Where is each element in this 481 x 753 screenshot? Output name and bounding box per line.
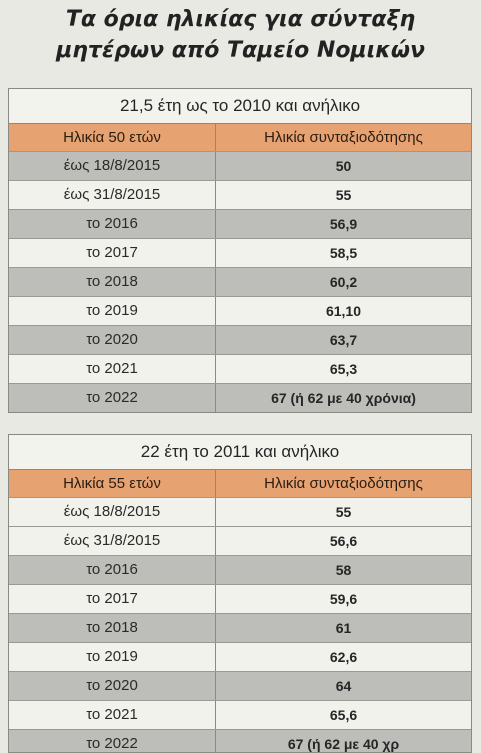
row-retirement-age: 56,6 <box>329 533 358 549</box>
row-retirement-age: 58 <box>335 562 352 578</box>
row-retirement-age: 50 <box>335 158 352 174</box>
row-period: έως 31/8/2015 <box>9 181 216 209</box>
row-retirement-age: 67 (ή 62 με 40 χρ <box>287 736 400 752</box>
row-period: το 2016 <box>9 556 216 584</box>
table-row: το 2016 56,9 <box>9 209 471 238</box>
row-period: έως 31/8/2015 <box>9 527 216 555</box>
row-period: το 2021 <box>9 355 216 383</box>
table-caption: 21,5 έτη ως το 2010 και ανήλικο <box>9 89 471 123</box>
table-header-row: Ηλικία 55 ετών Ηλικία συνταξιοδότησης <box>9 469 471 497</box>
table-row: το 2019 62,6 <box>9 642 471 671</box>
table-header-row: Ηλικία 50 ετών Ηλικία συνταξιοδότησης <box>9 123 471 151</box>
row-retirement-age: 58,5 <box>329 245 358 261</box>
column-header-age: Ηλικία 50 ετών <box>9 124 216 151</box>
row-retirement-age: 59,6 <box>329 591 358 607</box>
table-row: έως 31/8/2015 56,6 <box>9 526 471 555</box>
table-row: το 2022 67 (ή 62 με 40 χρόνια) <box>9 383 471 412</box>
row-retirement-age: 61 <box>335 620 352 636</box>
table-row: το 2022 67 (ή 62 με 40 χρ <box>9 729 471 752</box>
row-period: το 2020 <box>9 326 216 354</box>
column-header-age: Ηλικία 55 ετών <box>9 470 216 497</box>
column-header-retirement-age: Ηλικία συνταξιοδότησης <box>264 129 423 146</box>
row-retirement-age: 65,6 <box>329 707 358 723</box>
table-row: το 2019 61,10 <box>9 296 471 325</box>
row-retirement-age: 61,10 <box>325 303 362 319</box>
row-retirement-age: 64 <box>335 678 352 694</box>
pension-table-2: 22 έτη το 2011 και ανήλικο Ηλικία 55 ετώ… <box>8 434 472 753</box>
row-retirement-age: 56,9 <box>329 216 358 232</box>
row-period: έως 18/8/2015 <box>9 152 216 180</box>
page-title: Τα όρια ηλικίας για σύνταξη μητέρων από … <box>0 4 481 66</box>
table-row: έως 18/8/2015 50 <box>9 151 471 180</box>
table-row: το 2018 61 <box>9 613 471 642</box>
row-retirement-age: 55 <box>335 187 352 203</box>
table-caption: 22 έτη το 2011 και ανήλικο <box>9 435 471 469</box>
row-period: το 2017 <box>9 239 216 267</box>
row-retirement-age: 62,6 <box>329 649 358 665</box>
table-row: το 2016 58 <box>9 555 471 584</box>
title-line-2: μητέρων από Ταμείο Νομικών <box>56 38 425 63</box>
table-row: το 2020 63,7 <box>9 325 471 354</box>
row-period: το 2019 <box>9 297 216 325</box>
row-period: το 2018 <box>9 614 216 642</box>
table-row: το 2021 65,6 <box>9 700 471 729</box>
title-line-1: Τα όρια ηλικίας για σύνταξη <box>65 7 416 32</box>
table-row: έως 31/8/2015 55 <box>9 180 471 209</box>
row-period: το 2021 <box>9 701 216 729</box>
table-row: το 2017 59,6 <box>9 584 471 613</box>
row-retirement-age: 65,3 <box>329 361 358 377</box>
row-retirement-age: 63,7 <box>329 332 358 348</box>
table-row: το 2017 58,5 <box>9 238 471 267</box>
row-retirement-age: 60,2 <box>329 274 358 290</box>
table-row: το 2018 60,2 <box>9 267 471 296</box>
pension-table-1: 21,5 έτη ως το 2010 και ανήλικο Ηλικία 5… <box>8 88 472 413</box>
table-row: το 2021 65,3 <box>9 354 471 383</box>
row-period: το 2016 <box>9 210 216 238</box>
row-period: το 2022 <box>9 384 216 412</box>
row-period: έως 18/8/2015 <box>9 498 216 526</box>
row-period: το 2017 <box>9 585 216 613</box>
column-header-retirement-age: Ηλικία συνταξιοδότησης <box>264 475 423 492</box>
row-period: το 2022 <box>9 730 216 752</box>
row-retirement-age: 67 (ή 62 με 40 χρόνια) <box>271 390 416 406</box>
table-row: το 2020 64 <box>9 671 471 700</box>
row-period: το 2019 <box>9 643 216 671</box>
table-row: έως 18/8/2015 55 <box>9 497 471 526</box>
row-retirement-age: 55 <box>335 504 352 520</box>
row-period: το 2018 <box>9 268 216 296</box>
row-period: το 2020 <box>9 672 216 700</box>
